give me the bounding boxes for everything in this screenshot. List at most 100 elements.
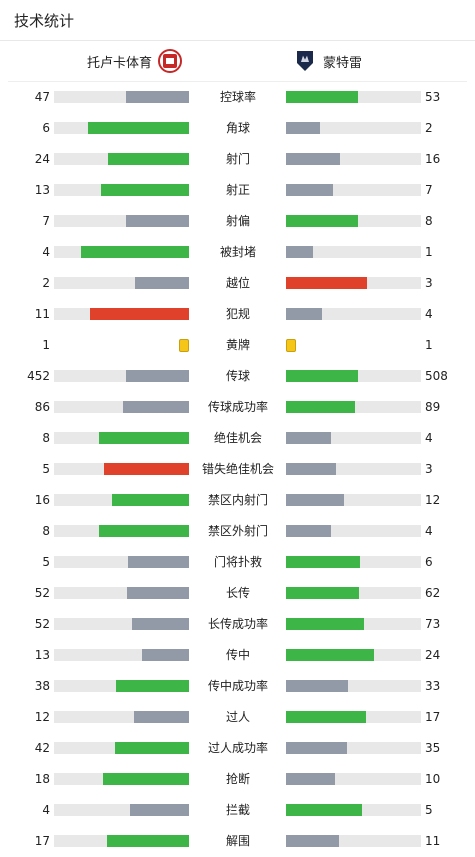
stat-row: 13 射正 7 bbox=[0, 175, 475, 206]
away-stat-value: 17 bbox=[425, 710, 441, 724]
away-stat-bar-fill bbox=[286, 742, 347, 754]
away-stat-bar-fill bbox=[286, 153, 340, 165]
home-stat-bar bbox=[54, 463, 189, 475]
home-stat-bar-fill bbox=[88, 122, 189, 134]
home-team[interactable]: 托卢卡体育 bbox=[87, 41, 182, 81]
stat-label: 被封堵 bbox=[219, 245, 256, 259]
away-stat-bar bbox=[286, 370, 421, 382]
stat-label: 长传成功率 bbox=[207, 617, 268, 631]
stat-row: 16 禁区内射门 12 bbox=[0, 485, 475, 516]
page-title: 技术统计 bbox=[14, 11, 75, 30]
away-stat-value: 16 bbox=[425, 152, 441, 166]
stat-row: 52 长传成功率 73 bbox=[0, 609, 475, 640]
home-stat-bar bbox=[54, 773, 189, 785]
home-stat-bar-fill bbox=[135, 277, 189, 289]
home-stat-bar bbox=[54, 308, 189, 320]
away-stat-bar bbox=[286, 742, 421, 754]
home-stat-value: 8 bbox=[42, 524, 50, 538]
away-stat-value: 33 bbox=[425, 679, 441, 693]
away-stat-bar bbox=[286, 184, 421, 196]
away-stat-bar-fill bbox=[286, 804, 362, 816]
away-stat-value: 508 bbox=[425, 369, 448, 383]
home-stat-value: 52 bbox=[34, 586, 50, 600]
home-stat-bar-fill bbox=[99, 525, 189, 537]
away-stat-bar bbox=[286, 401, 421, 413]
away-stat-value: 24 bbox=[425, 648, 441, 662]
stat-label: 黄牌 bbox=[225, 338, 250, 352]
home-team-name: 托卢卡体育 bbox=[86, 55, 152, 71]
stat-label: 拦截 bbox=[225, 803, 250, 817]
home-stat-bar bbox=[54, 494, 189, 506]
away-stat-bar bbox=[286, 277, 421, 289]
away-stat-value: 3 bbox=[425, 462, 433, 476]
stat-label: 门将扑救 bbox=[213, 555, 262, 569]
away-stat-bar bbox=[286, 432, 421, 444]
away-stat-bar-fill bbox=[286, 308, 322, 320]
home-stat-value: 47 bbox=[34, 90, 50, 104]
home-stat-bar bbox=[54, 525, 189, 537]
home-stat-bar bbox=[54, 649, 189, 661]
away-stat-value: 2 bbox=[425, 121, 433, 135]
away-stat-value: 35 bbox=[425, 741, 441, 755]
stat-label: 传中成功率 bbox=[207, 679, 268, 693]
home-stat-bar-fill bbox=[134, 711, 189, 723]
home-stat-value: 2 bbox=[42, 276, 50, 290]
home-stat-value: 17 bbox=[34, 834, 50, 848]
home-stat-value: 24 bbox=[34, 152, 50, 166]
away-stat-bar-fill bbox=[286, 494, 344, 506]
home-stat-bar bbox=[54, 618, 189, 630]
away-stat-bar bbox=[286, 308, 421, 320]
stat-row: 42 过人成功率 35 bbox=[0, 733, 475, 764]
away-stat-bar-fill bbox=[286, 246, 313, 258]
home-stat-bar-fill bbox=[126, 370, 189, 382]
home-stat-value: 52 bbox=[34, 617, 50, 631]
home-stat-bar-fill bbox=[116, 680, 189, 692]
home-stat-bar-fill bbox=[90, 308, 189, 320]
away-team[interactable]: 蒙特雷 bbox=[293, 41, 362, 81]
away-stat-value: 10 bbox=[425, 772, 441, 786]
away-stat-bar-fill bbox=[286, 277, 367, 289]
away-stat-bar-fill bbox=[286, 525, 331, 537]
home-stat-bar bbox=[54, 835, 189, 847]
stat-label: 传球成功率 bbox=[207, 400, 268, 414]
home-stat-bar bbox=[54, 277, 189, 289]
stat-row: 5 门将扑救 6 bbox=[0, 547, 475, 578]
home-stat-value: 5 bbox=[42, 462, 50, 476]
home-stat-value: 6 bbox=[42, 121, 50, 135]
stat-row: 4 被封堵 1 bbox=[0, 237, 475, 268]
stat-row: 6 角球 2 bbox=[0, 113, 475, 144]
stat-label: 越位 bbox=[225, 276, 250, 290]
home-stat-bar bbox=[54, 680, 189, 692]
stat-label: 禁区内射门 bbox=[207, 493, 268, 507]
home-stat-bar bbox=[54, 587, 189, 599]
away-stat-value: 89 bbox=[425, 400, 441, 414]
home-stat-bar bbox=[54, 804, 189, 816]
home-stat-bar-fill bbox=[81, 246, 189, 258]
home-stat-bar-fill bbox=[104, 463, 189, 475]
stat-row: 8 绝佳机会 4 bbox=[0, 423, 475, 454]
stat-label: 射门 bbox=[225, 152, 250, 166]
stat-label: 传球 bbox=[225, 369, 250, 383]
away-yellow-card-icon bbox=[286, 339, 296, 352]
home-stat-value: 12 bbox=[34, 710, 50, 724]
stat-label: 射偏 bbox=[225, 214, 250, 228]
home-stat-bar bbox=[54, 215, 189, 227]
home-stat-bar-fill bbox=[128, 556, 189, 568]
stat-label: 传中 bbox=[225, 648, 250, 662]
stat-row: 452 传球 508 bbox=[0, 361, 475, 392]
home-stat-bar bbox=[54, 153, 189, 165]
home-stat-bar bbox=[54, 432, 189, 444]
stat-row: 52 长传 62 bbox=[0, 578, 475, 609]
away-stat-bar bbox=[286, 153, 421, 165]
home-stat-bar bbox=[54, 246, 189, 258]
stat-label: 解围 bbox=[225, 834, 250, 848]
home-stat-value: 38 bbox=[34, 679, 50, 693]
away-stat-value: 3 bbox=[425, 276, 433, 290]
home-stat-value: 13 bbox=[34, 648, 50, 662]
stat-label: 过人成功率 bbox=[207, 741, 268, 755]
stat-label: 犯规 bbox=[225, 307, 250, 321]
away-stat-bar bbox=[286, 711, 421, 723]
away-stat-bar bbox=[286, 680, 421, 692]
stats-list: 47 控球率 53 6 角球 2 24 射门 16 13 射正 7 7 射偏 8 4 被封堵 1 2 越位 3 11 犯规 4… bbox=[0, 82, 475, 857]
away-stat-value: 53 bbox=[425, 90, 441, 104]
